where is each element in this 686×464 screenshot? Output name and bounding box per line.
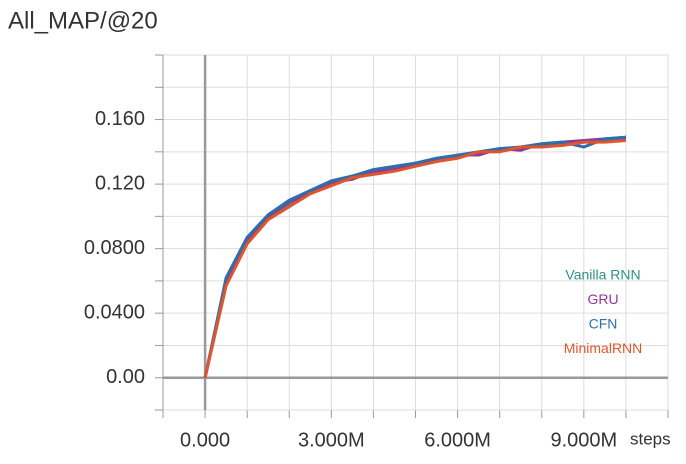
legend-entry: CFN: [589, 316, 618, 332]
x-tick-label: 0.000: [180, 429, 230, 451]
x-tick-label: 6.000M: [424, 429, 491, 451]
legend-entry: GRU: [587, 291, 618, 307]
series-line: [203, 135, 627, 379]
x-tick-label: 3.000M: [298, 429, 365, 451]
x-axis-label: steps: [630, 429, 671, 448]
y-tick-label: 0.160: [95, 108, 145, 130]
y-tick-label: 0.00: [106, 366, 145, 388]
legend-entry: MinimalRNN: [564, 340, 643, 356]
y-tick-label: 0.120: [95, 172, 145, 194]
y-tick-label: 0.0400: [84, 301, 145, 323]
x-tick-label: 9.000M: [550, 429, 617, 451]
y-tick-label: 0.0800: [84, 237, 145, 259]
series-line: [203, 139, 627, 379]
legend-entry: Vanilla RNN: [565, 267, 640, 283]
chart-title: All_MAP/@20: [8, 7, 158, 34]
